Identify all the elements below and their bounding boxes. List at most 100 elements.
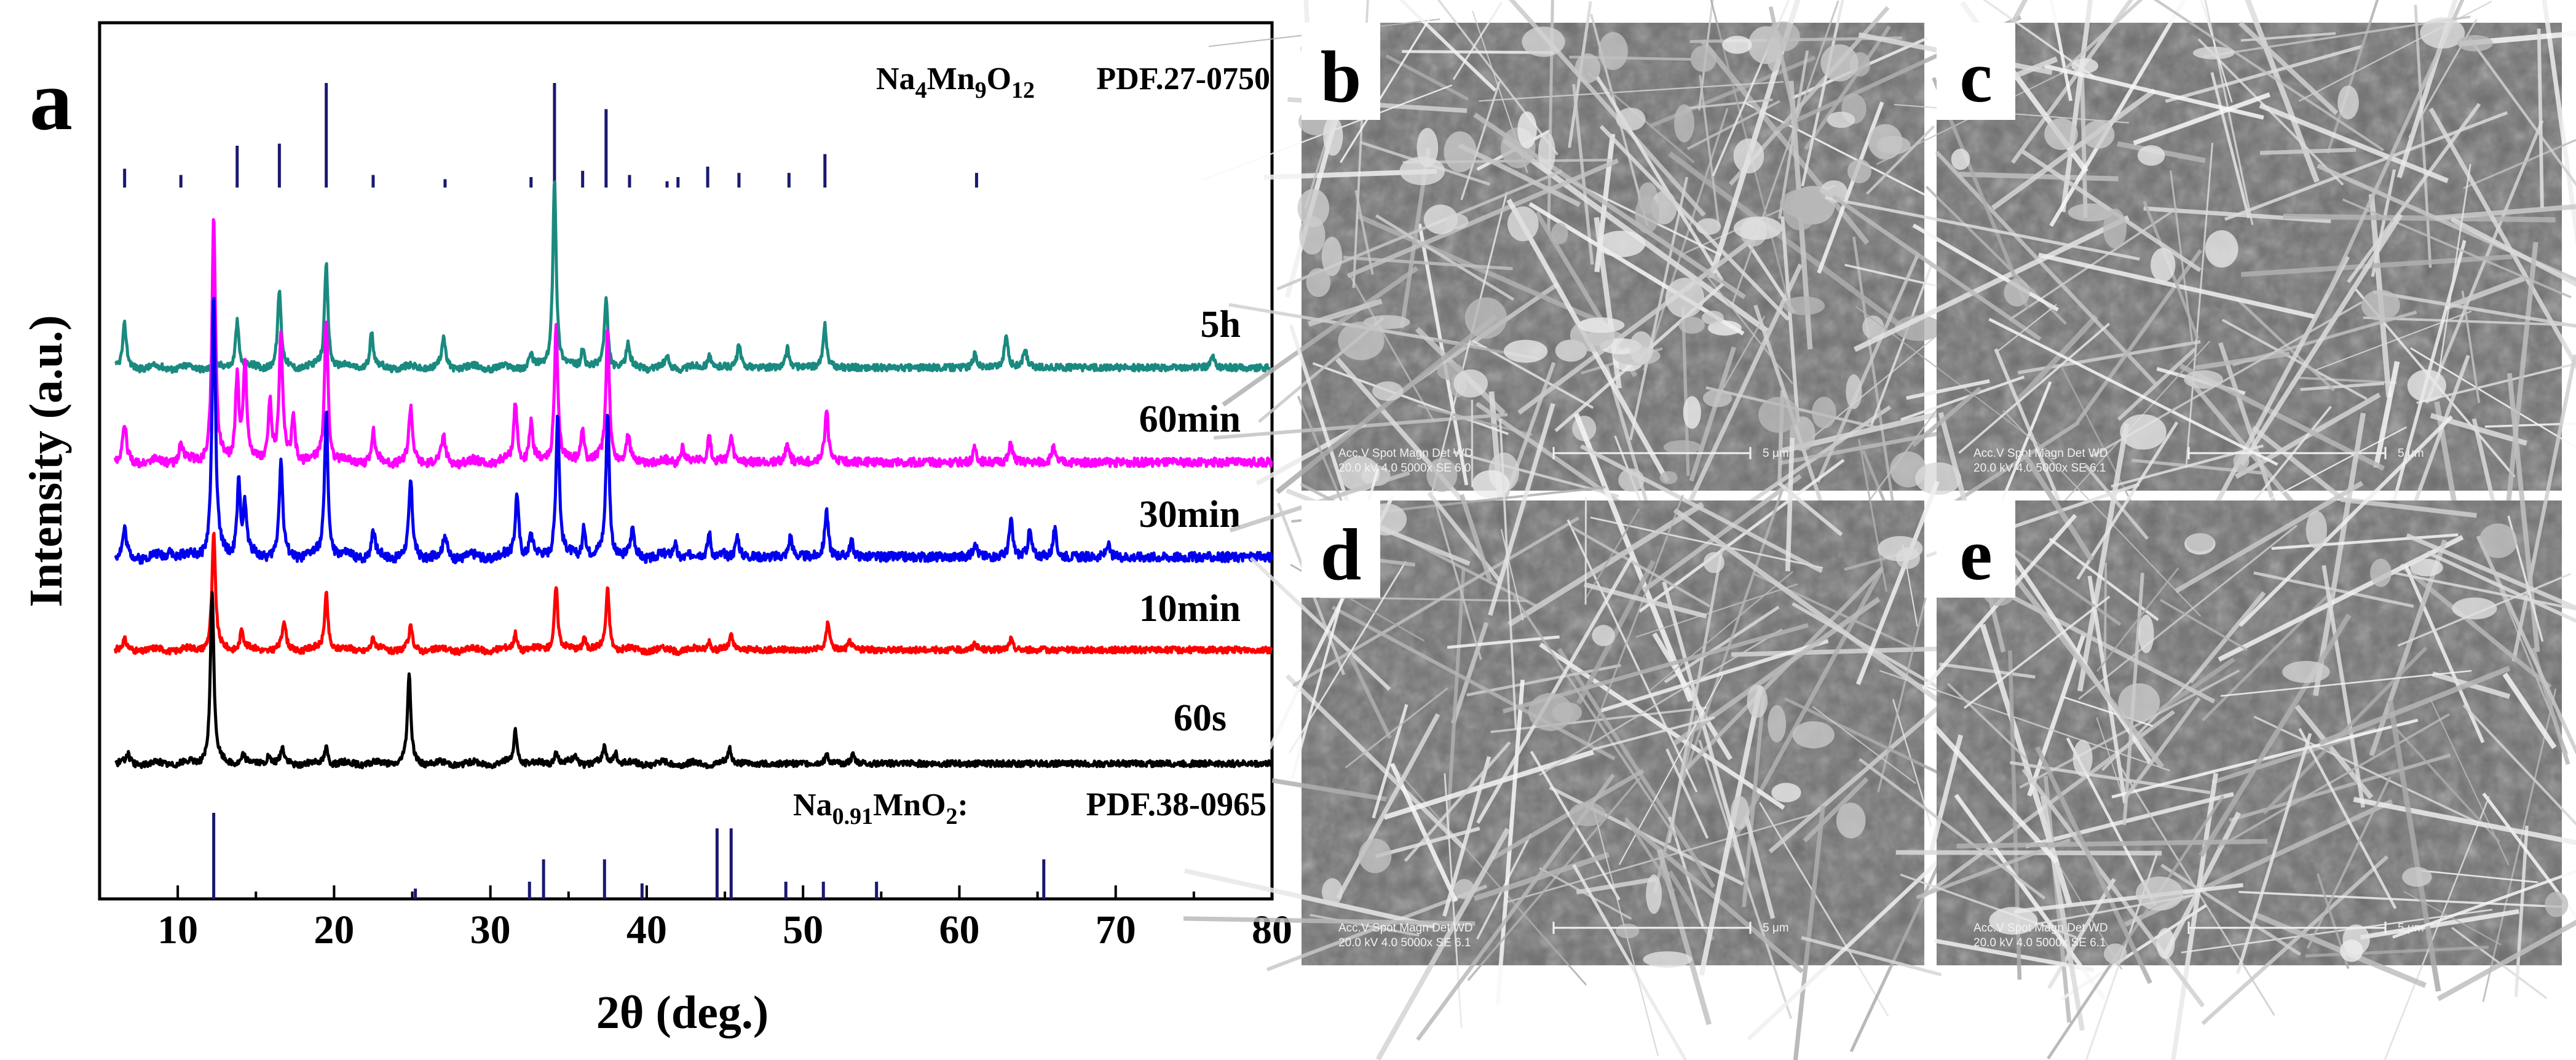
sem-fibre	[1785, 437, 1795, 572]
sem-fibre	[1624, 818, 1804, 974]
x-axis: 10 20 30 40 50 60 70 80	[98, 885, 1292, 952]
sem-fibre	[1991, 88, 2157, 210]
series-line-60min	[113, 218, 1273, 470]
sem-fibre	[1988, 317, 2278, 466]
sem-fibre	[2283, 213, 2556, 223]
sem-particle	[1464, 297, 1507, 339]
sem-fibre	[2298, 728, 2397, 909]
sem-particle	[2545, 892, 2569, 917]
panel-label-a: a	[30, 53, 73, 148]
sem-particle	[1690, 45, 1717, 73]
sem-particle	[1517, 111, 1537, 149]
sem-fibre	[1389, 762, 1587, 986]
sem-fibre	[2392, 571, 2576, 611]
x-tick-label: 70	[1096, 908, 1136, 952]
sem-fibre	[2444, 275, 2526, 310]
sem-fibre	[1879, 670, 2170, 772]
sem-fibre	[1825, 196, 2140, 261]
panel-label-d: d	[1321, 513, 1362, 595]
sem-fibre	[1340, 14, 1433, 164]
sem-fibre	[1580, 444, 1823, 574]
sem-fibre	[1938, 662, 2036, 679]
sem-particle	[1951, 148, 1970, 170]
sem-particle	[1876, 135, 1911, 155]
sem-fibre	[1495, 679, 1525, 1005]
sem-fibre	[1472, 339, 1594, 409]
sem-fibre	[1451, 622, 1489, 724]
sem-fibre	[1815, 252, 1921, 483]
sem-fibre	[2200, 0, 2233, 103]
sem-particle	[1569, 802, 1606, 826]
sem-fibre	[2251, 425, 2349, 505]
sem-fibre	[2160, 599, 2248, 651]
sem-fibre	[2027, 633, 2086, 797]
panel-label-box	[1302, 500, 1380, 598]
sem-fibre	[1946, 682, 2028, 761]
sem-fibre	[1452, 2, 1503, 81]
x-tick-label: 10	[157, 908, 198, 952]
sem-particle	[1673, 104, 1694, 143]
sem-info-header: Acc.V Spot Magn Det WD	[1338, 447, 1473, 460]
sem-fibre	[2245, 0, 2320, 183]
sem-particle	[2452, 597, 2497, 620]
sem-fibre	[1704, 272, 1793, 384]
sem-particle	[1507, 206, 1539, 242]
sem-fibre	[1708, 0, 1801, 279]
sem-particle	[1338, 322, 1385, 360]
sem-fibre	[1499, 418, 1517, 729]
sem-fibre	[2132, 459, 2266, 475]
sem-particle	[2156, 928, 2175, 959]
sem-info-header: Acc.V Spot Magn Det WD	[1338, 922, 1473, 935]
sem-particle	[2184, 370, 2223, 389]
sem-particle	[2104, 943, 2127, 964]
sem-particle	[2205, 230, 2238, 268]
sem-fibre	[2238, 21, 2339, 116]
sem-particle	[2068, 203, 2114, 222]
panel-label-box	[1937, 500, 2015, 598]
sem-fibre	[2238, 415, 2453, 627]
series-label-10min: 10min	[1139, 588, 1241, 630]
sem-particle	[2151, 248, 2176, 282]
sem-particle	[1426, 457, 1458, 492]
sem-particle	[2340, 939, 2363, 962]
sem-fibre	[1459, 494, 1493, 582]
sem-particle	[1683, 396, 1701, 429]
sem-particle	[1663, 440, 1701, 454]
sem-particle	[1747, 684, 1768, 718]
sem-fibre	[2050, 0, 2073, 101]
sem-particle	[1522, 26, 1565, 57]
sem-fibre	[2253, 912, 2427, 988]
sem-particle	[1758, 397, 1799, 433]
sem-fibre	[1892, 698, 1932, 827]
sem-fibre	[1906, 379, 1990, 400]
sem-fibre	[2217, 713, 2450, 849]
sem-particle	[1733, 216, 1782, 240]
sem-texture	[1937, 500, 2562, 965]
sem-particle	[2135, 876, 2184, 911]
sem-particle	[1783, 296, 1825, 315]
sem-panel-e: e Acc.V Spot Magn Det WD 20.0 kV 4.0 5000x…	[1858, 354, 2576, 1060]
sem-particle	[1792, 721, 1835, 749]
panel-label-e: e	[1959, 513, 1992, 595]
sem-fibre	[2410, 347, 2576, 448]
sem-fibre	[1686, 98, 1773, 109]
sem-particle	[1322, 878, 1343, 906]
reference-pattern-top	[123, 83, 978, 188]
sem-fibre	[2253, 715, 2481, 825]
sem-particle	[1592, 625, 1615, 646]
sem-particle	[1730, 796, 1750, 830]
sem-particle	[1538, 132, 1555, 173]
sem-particle	[2337, 85, 2359, 120]
sem-info-header: Acc.V Spot Magn Det WD	[1973, 447, 2108, 460]
sem-particle	[2044, 118, 2078, 150]
sem-fibre	[2078, 524, 2297, 700]
sem-fibre	[1699, 75, 1720, 227]
sem-fibre	[1780, 216, 1800, 422]
sem-info-values: 20.0 kV 4.0 5000x SE 6.1	[1973, 462, 2106, 475]
sem-fibre	[2157, 657, 2235, 713]
sem-fibre	[1996, 304, 2057, 352]
sem-fibre	[2298, 376, 2397, 384]
sem-fibre	[2060, 0, 2093, 213]
sem-particle	[1722, 36, 1752, 54]
